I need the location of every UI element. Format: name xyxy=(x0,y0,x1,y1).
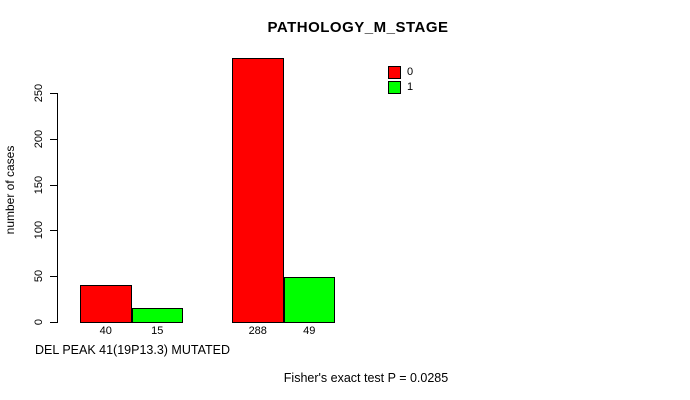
x-axis-label: DEL PEAK 41(19P13.3) MUTATED xyxy=(35,343,230,357)
chart-title: PATHOLOGY_M_STAGE xyxy=(267,19,449,36)
bar-0-group1 xyxy=(232,58,284,323)
y-tick-mark xyxy=(50,184,57,186)
y-tick-label: 0 xyxy=(33,318,45,326)
bar-value-label: 40 xyxy=(99,325,112,337)
legend-item-1: 1 xyxy=(388,80,413,95)
legend-label: 1 xyxy=(407,81,414,93)
y-axis-label: number of cases xyxy=(3,145,17,235)
legend-label: 0 xyxy=(407,66,414,78)
y-tick-label: 100 xyxy=(33,221,45,240)
bar-value-label: 15 xyxy=(151,325,164,337)
y-tick-mark xyxy=(50,93,57,94)
legend-swatch xyxy=(388,81,401,94)
bar-value-label: 49 xyxy=(303,325,316,337)
y-tick-label: 200 xyxy=(33,129,45,148)
legend-item-0: 0 xyxy=(388,65,413,80)
legend-swatch xyxy=(388,66,401,79)
bar-1-group0 xyxy=(131,308,183,323)
y-tick-mark xyxy=(50,276,57,278)
bar-value-label: 288 xyxy=(248,325,267,337)
y-tick-mark xyxy=(50,138,57,140)
y-tick-label: 150 xyxy=(33,175,45,194)
y-tick-mark xyxy=(50,230,57,232)
stat-test-footer: Fisher's exact test P = 0.0285 xyxy=(283,371,449,385)
y-axis-line xyxy=(57,93,58,323)
y-tick-label: 250 xyxy=(33,83,45,103)
y-tick-mark xyxy=(50,322,57,323)
y-tick-label: 50 xyxy=(33,270,45,283)
bar-1-group1 xyxy=(283,277,335,323)
bar-0-group0 xyxy=(80,285,132,323)
